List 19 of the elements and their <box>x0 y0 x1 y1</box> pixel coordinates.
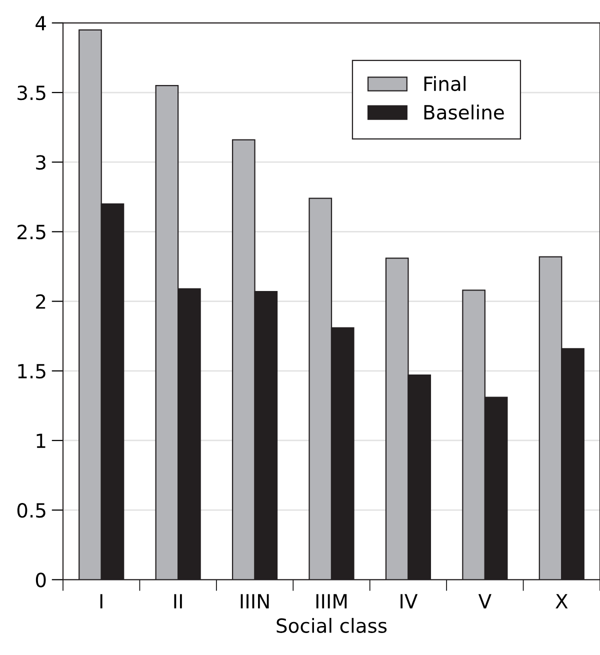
y-tick-label: 0 <box>36 572 46 588</box>
y-tick-label: 2 <box>36 294 46 309</box>
x-axis-title: Social class <box>276 618 387 633</box>
x-tick-label: IV <box>400 594 418 608</box>
y-tick-label: 2.5 <box>18 224 46 240</box>
legend-label: Baseline <box>424 104 504 120</box>
x-tick-label: I <box>100 594 102 608</box>
legend-label: Final <box>424 76 466 92</box>
y-tick-label: 0.5 <box>17 503 46 518</box>
x-tick-label: II <box>174 594 182 608</box>
x-tick-label: IIIN <box>240 594 269 608</box>
x-tick-label: IIIM <box>316 594 347 608</box>
y-tick-label: 4 <box>36 16 46 30</box>
y-tick-label: 3.5 <box>18 85 46 100</box>
y-tick-label: 1.5 <box>18 364 46 379</box>
x-tick-label: V <box>478 594 492 608</box>
x-tick-label: X <box>556 594 568 608</box>
y-tick-label: 1 <box>36 434 46 448</box>
y-tick-label: 3 <box>36 155 46 170</box>
